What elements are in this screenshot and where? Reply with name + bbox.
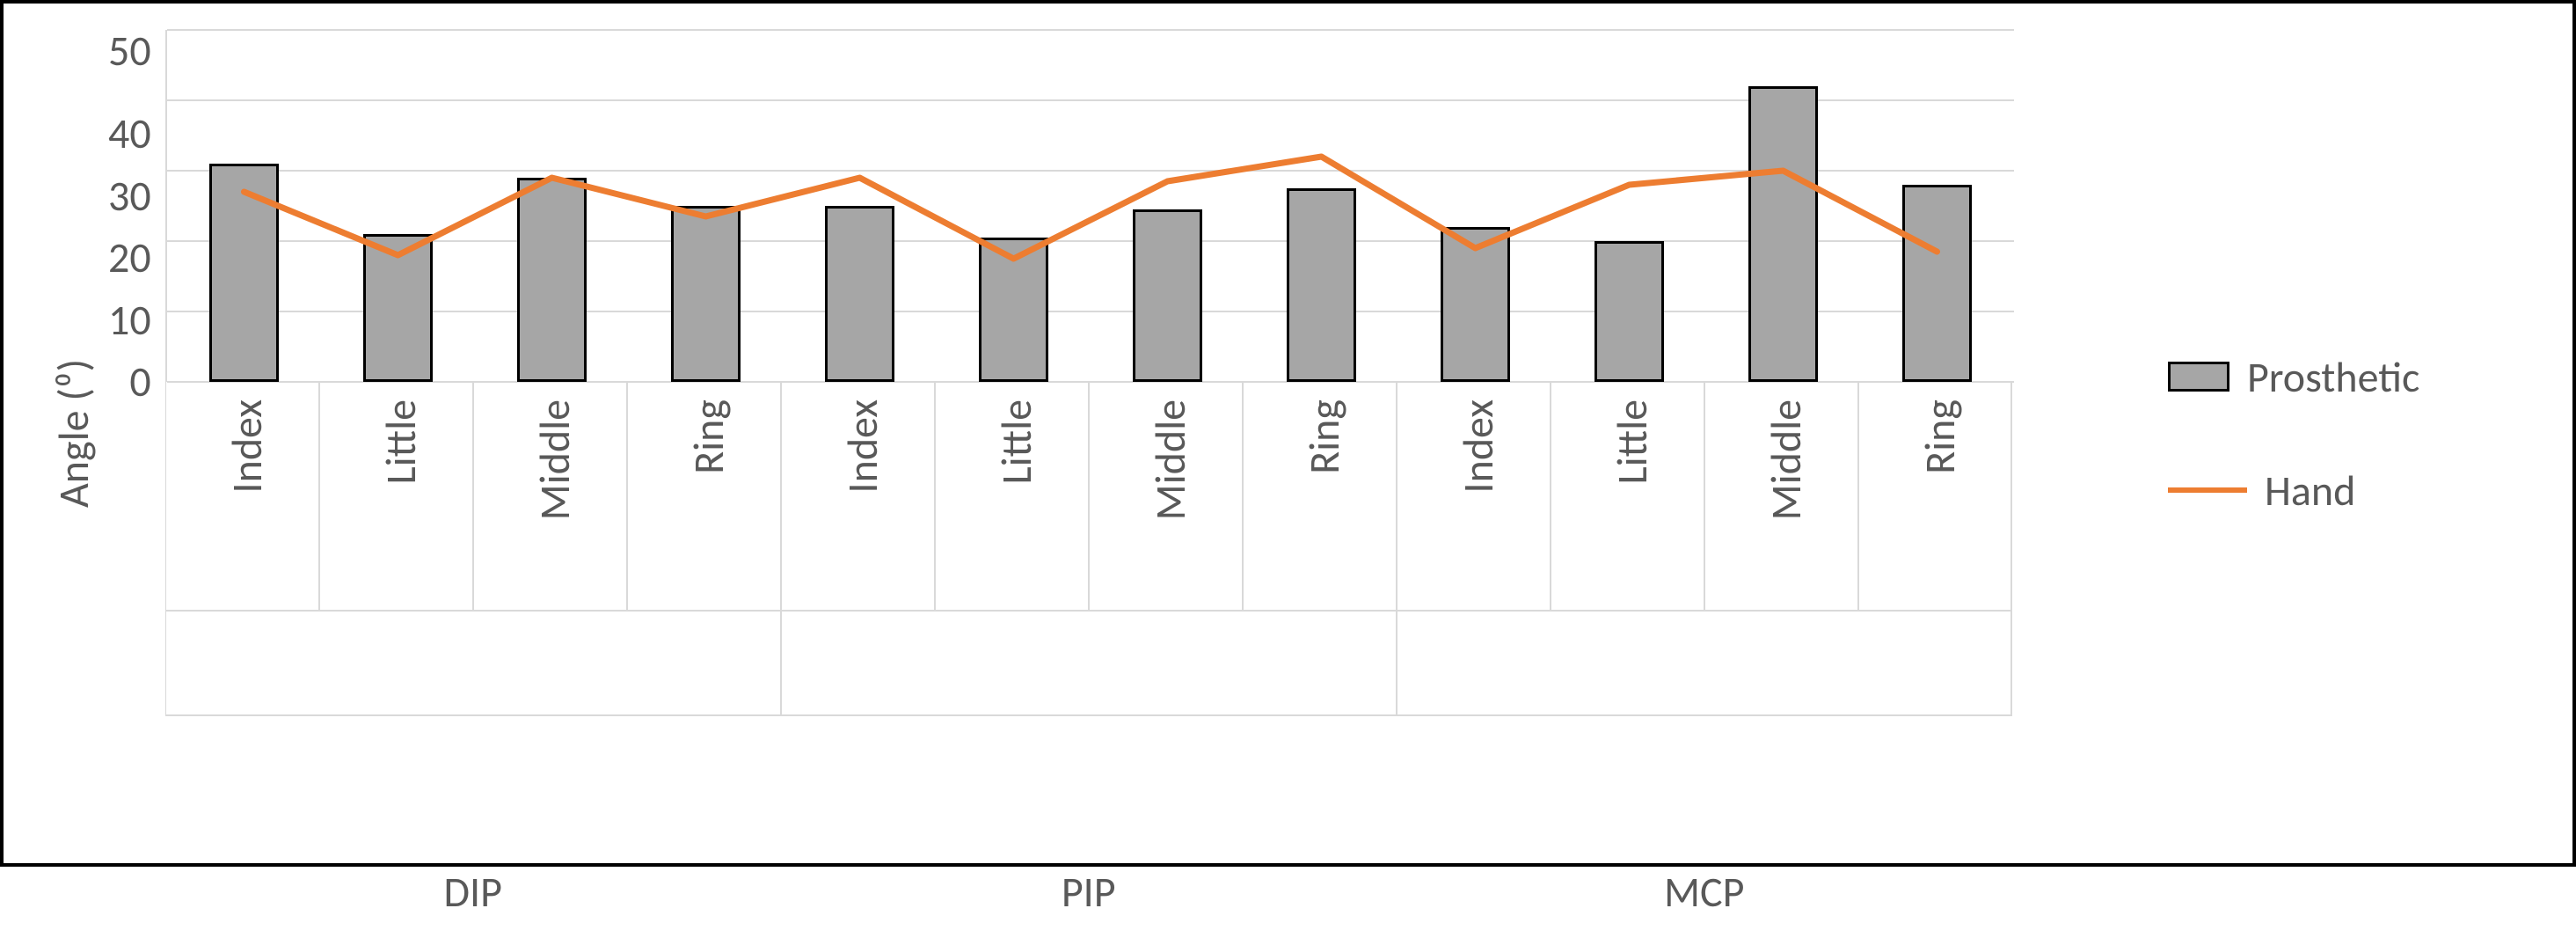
x-axis-subcategory-labels: Index Little Middle Ring Index Little Middle Ri… [165, 382, 2012, 611]
y-axis-ticks: 50403020100 [108, 30, 165, 382]
x-subcategory-label: Little [1606, 399, 1658, 485]
line-series [167, 30, 2014, 382]
x-group-label: MCP [1397, 866, 2012, 918]
x-subcategory-label: Index [836, 399, 888, 493]
y-tick-label: 0 [129, 361, 150, 403]
legend-swatch-line-icon [2168, 487, 2247, 493]
chart-frame: Angle (⁰) 50 40 30 20 10 0 Index Little Middle R… [0, 0, 2576, 867]
x-subcategory-label: Ring [1298, 399, 1350, 474]
plot-column: Index Little Middle Ring Index Little Middle Ri… [165, 30, 2133, 837]
x-subcategory-label: Middle [1760, 399, 1812, 520]
x-subcategory-label: Ring [682, 399, 734, 474]
legend-item-prosthetic: Prosthetic [2168, 351, 2537, 403]
y-tick-label: 50 [108, 30, 151, 72]
y-tick-label: 30 [108, 175, 151, 217]
y-tick-label: 20 [108, 237, 151, 279]
x-subcategory-label: Middle [529, 399, 580, 520]
plot-area [165, 30, 2014, 382]
y-axis-title: Angle (⁰) [39, 30, 108, 837]
x-group-label: PIP [781, 866, 1397, 918]
x-subcategory-label: Ring [1914, 399, 1966, 474]
x-group-label: DIP [165, 866, 781, 918]
legend-label-prosthetic: Prosthetic [2247, 351, 2419, 403]
legend-label-hand: Hand [2265, 465, 2355, 516]
x-subcategory-label: Little [990, 399, 1042, 485]
x-subcategory-label: Index [221, 399, 273, 493]
x-subcategory-label: Little [375, 399, 427, 485]
x-axis: Index Little Middle Ring Index Little Middle Ri… [165, 382, 2012, 716]
legend-item-hand: Hand [2168, 465, 2537, 516]
x-subcategory-label: Index [1452, 399, 1504, 493]
y-tick-label: 40 [108, 113, 151, 155]
y-tick-label: 10 [108, 299, 151, 341]
x-subcategory-label: Middle [1144, 399, 1196, 520]
legend: Prosthetic Hand [2133, 30, 2537, 837]
x-axis-group-labels: DIPPIPMCP [165, 839, 2012, 945]
chart-area: Angle (⁰) 50 40 30 20 10 0 Index Little Middle R… [39, 30, 2133, 837]
legend-swatch-bar-icon [2168, 362, 2229, 392]
